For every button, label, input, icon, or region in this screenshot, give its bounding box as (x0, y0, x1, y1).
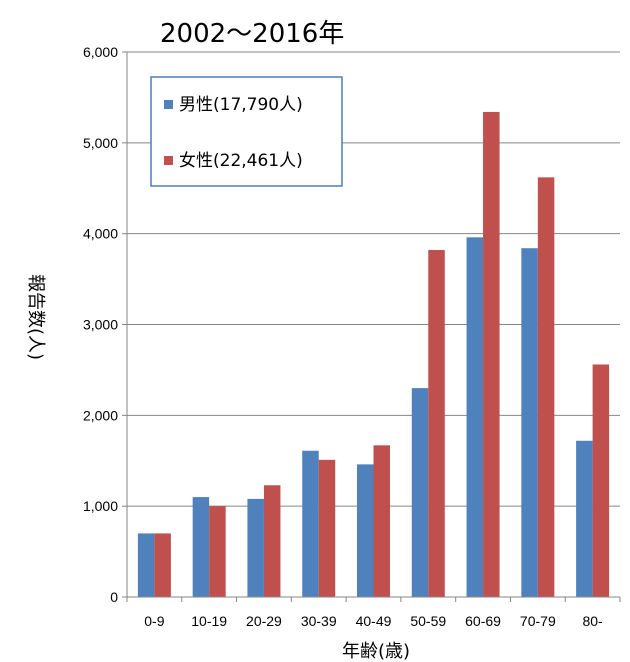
legend-label-female: 女性(22,461人) (179, 151, 303, 171)
x-axis-label: 年齢(歳) (342, 641, 410, 662)
bar-male-70-79 (521, 248, 538, 597)
legend: 男性(17,790人) 女性(22,461人) (150, 76, 343, 187)
bars (137, 111, 610, 598)
x-axis-ticks: 0-9 10-19 20-29 30-39 40-49 50-59 60-69 70-79 80… (126, 597, 621, 629)
x-tick-label: 10-19 (191, 613, 227, 629)
bar-male-80- (576, 440, 593, 597)
x-tick-label: 0-9 (144, 613, 164, 629)
y-tick-label: 1,000 (83, 498, 118, 514)
x-tick-label: 60-69 (465, 613, 501, 629)
y-tick-label: 5,000 (83, 135, 118, 151)
bar-male-50-59 (411, 388, 429, 597)
bar-female-0-9 (154, 533, 171, 597)
bar-female-50-59 (428, 250, 445, 597)
bar-female-40-49 (373, 445, 390, 597)
x-tick-label: 20-29 (246, 613, 282, 629)
x-tick-label: 50-59 (410, 613, 446, 629)
legend-swatch-female (164, 156, 173, 165)
bar-female-30-39 (318, 459, 336, 597)
axes (126, 52, 620, 598)
bar-female-60-69 (483, 111, 500, 597)
x-tick-label: 40-49 (356, 613, 392, 629)
x-tick-label: 70-79 (520, 613, 556, 629)
y-axis-ticks: 0 1,000 2,000 3,000 4,000 5,000 6,000 (83, 44, 127, 605)
y-tick-label: 6,000 (83, 44, 118, 60)
y-tick-label: 0 (110, 589, 118, 605)
legend-box (150, 76, 343, 187)
legend-label-male: 男性(17,790人) (179, 95, 303, 115)
chart-title: 2002～2016年 (160, 19, 344, 49)
y-tick-label: 4,000 (83, 226, 118, 242)
y-tick-label: 2,000 (83, 407, 118, 423)
y-axis-label: 報告数(人) (25, 274, 46, 360)
bar-male-10-19 (192, 497, 210, 597)
x-tick-label: 30-39 (301, 613, 337, 629)
bar-female-20-29 (263, 485, 281, 597)
bar-female-10-19 (209, 506, 226, 597)
y-tick-label: 3,000 (83, 317, 118, 333)
bar-male-20-29 (247, 498, 264, 597)
bar-male-40-49 (357, 464, 374, 597)
bar-male-60-69 (466, 237, 484, 598)
x-tick-label: 80- (582, 613, 603, 629)
bar-male-0-9 (137, 533, 155, 597)
bar-male-30-39 (302, 450, 319, 597)
legend-swatch-male (164, 100, 173, 109)
bar-female-80- (592, 364, 610, 597)
bar-female-70-79 (537, 177, 555, 597)
